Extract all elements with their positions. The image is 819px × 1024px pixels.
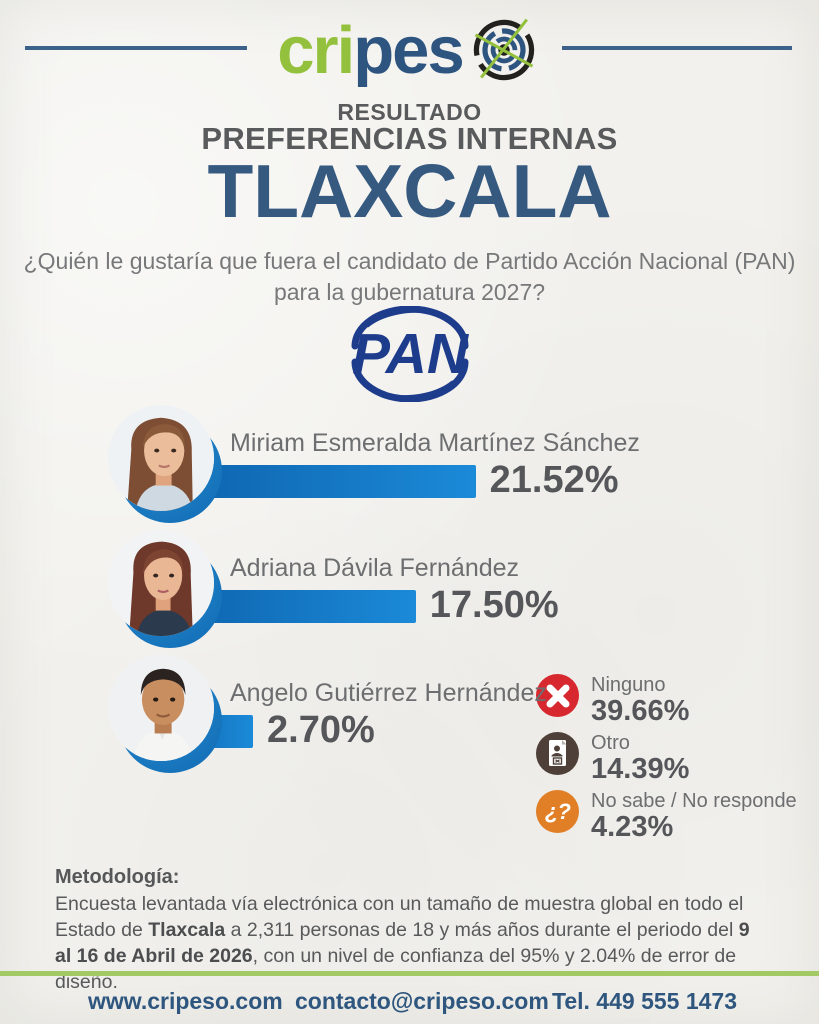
website-link[interactable]: www.cripeso.com <box>88 988 283 1014</box>
ballot-icon <box>536 732 579 775</box>
candidate-photo <box>108 405 214 511</box>
poll-question-line2: para la gubernatura 2027? <box>273 279 546 305</box>
logo-text-green: cri <box>277 12 355 88</box>
header-rule-left <box>25 46 247 50</box>
stat-text: Ninguno 39.66% <box>591 674 689 727</box>
methodology-bold-state: Tlaxcala <box>148 919 226 941</box>
methodology-seg3: , con un nivel de confianza del 95% y 2.… <box>55 945 737 993</box>
stat-text: Otro 14.39% <box>591 732 689 785</box>
stat-percentage: 39.66% <box>591 695 690 727</box>
candidate-photo <box>108 655 214 761</box>
cripeso-logo: cri pes <box>0 6 819 94</box>
phone-number: Tel. 449 555 1473 <box>552 988 737 1014</box>
methodology-bold-dates: 9 al 16 de Abril de 2026 <box>55 919 750 967</box>
pan-logo-graphic: PAN <box>351 305 470 403</box>
woman-portrait-icon <box>108 405 214 511</box>
stat-text: No sabe / No responde 4.23% <box>591 790 797 843</box>
candidate-name: Angelo Gutiérrez Hernández <box>230 679 547 707</box>
question-icon: ¿? <box>536 790 579 833</box>
candidate-photo <box>108 530 214 636</box>
question-glyph: ¿? <box>545 798 571 824</box>
methodology-heading: Metodología: <box>55 866 180 888</box>
logo-text-blue: pes <box>353 12 464 88</box>
candidate-avatar <box>100 652 230 778</box>
candidate-row: Adriana Dávila Fernández 17.50% <box>100 527 740 657</box>
poll-subtitle: PREFERENCIAS INTERNAS <box>201 121 618 156</box>
target-crosshair-icon <box>473 18 534 81</box>
candidate-avatar <box>100 402 230 528</box>
pan-party-logo: PAN <box>334 305 486 403</box>
stat-otro: Otro 14.39% <box>536 732 689 785</box>
candidate-row: Miriam Esmeralda Martínez Sánchez 21.52% <box>100 402 740 532</box>
woman-portrait-icon <box>108 530 214 636</box>
x-circle-icon <box>536 674 579 717</box>
footer-rule <box>0 971 819 976</box>
state-title: TLAXCALA <box>207 149 612 233</box>
stat-percentage: 4.23% <box>591 811 674 843</box>
stat-no-sabe: ¿? No sabe / No responde 4.23% <box>536 790 797 843</box>
email-link[interactable]: contacto@cripeso.com <box>295 988 549 1014</box>
stat-label: No sabe / No responde <box>591 790 797 812</box>
svg-text:PAN: PAN <box>352 322 470 386</box>
methodology-seg1: Encuesta levantada vía electrónica con u… <box>55 893 744 941</box>
poll-question: ¿Quién le gustaría que fuera el candidat… <box>0 246 819 308</box>
candidate-percentage: 17.50% <box>429 584 559 626</box>
candidate-percentage: 21.52% <box>489 459 619 501</box>
header-rule-right <box>562 46 792 50</box>
stat-ninguno: Ninguno 39.66% <box>536 674 689 727</box>
candidate-avatar <box>100 527 230 653</box>
candidate-percentage: 2.70% <box>267 709 375 751</box>
poll-question-line1: ¿Quién le gustaría que fuera el candidat… <box>23 248 796 274</box>
methodology-text: Encuesta levantada vía electrónica con u… <box>55 891 771 995</box>
stat-label: Ninguno <box>591 674 666 696</box>
candidate-name: Miriam Esmeralda Martínez Sánchez <box>230 429 640 457</box>
candidate-row: Angelo Gutiérrez Hernández 2.70% <box>100 652 740 782</box>
man-portrait-icon <box>108 655 214 761</box>
candidate-name: Adriana Dávila Fernández <box>230 554 520 582</box>
result-kicker: RESULTADO <box>337 99 482 125</box>
stat-label: Otro <box>591 732 630 754</box>
stat-percentage: 14.39% <box>591 753 690 785</box>
methodology-seg2: a 2,311 personas de 18 y más años durant… <box>225 919 739 941</box>
